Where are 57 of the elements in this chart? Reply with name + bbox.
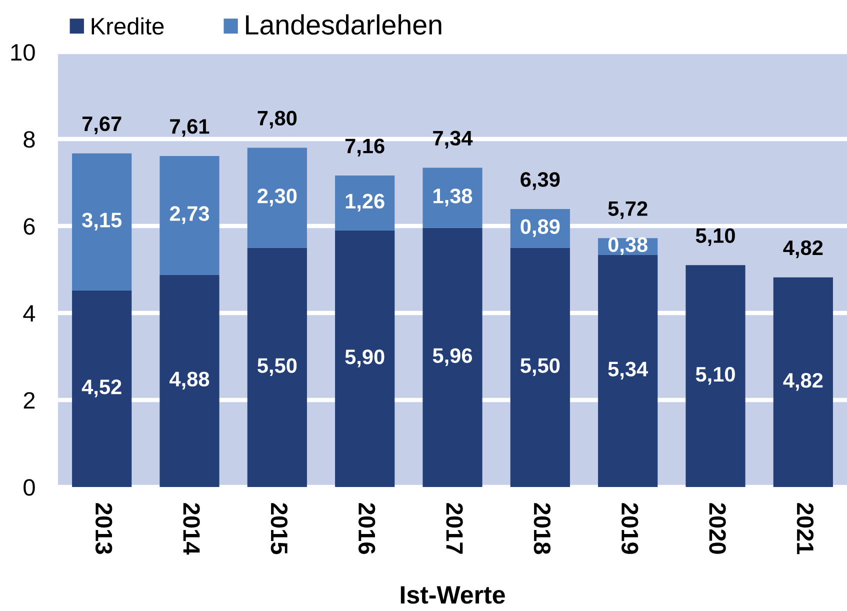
y-tick-label: 4 [23,305,36,322]
data-label: 4,88 [170,372,210,390]
y-tick-label: 0 [24,479,35,496]
data-label: 0,38 [608,237,648,256]
x-tick-label: 2017 [446,503,463,554]
total-label: 5,10 [696,228,735,246]
y-tick-label: 8 [24,131,35,148]
data-label: 5,34 [608,362,648,380]
bar [422,168,482,228]
total-label: 4,82 [783,240,823,258]
x-tick-label: 2016 [358,503,376,554]
data-label: 5,96 [432,348,472,366]
x-tick-label: 2014 [183,503,200,555]
total-label: 7,80 [258,110,297,129]
bar [686,265,746,487]
data-label: 3,15 [82,212,122,230]
data-label: 4,82 [783,373,823,391]
bar [598,254,658,487]
x-tick-label: 2021 [796,503,814,554]
data-label: 5,50 [520,358,560,376]
x-tick-label: 2020 [709,503,726,554]
bar [510,248,570,487]
data-label: 2,30 [258,188,297,206]
total-label: 7,34 [433,130,473,149]
y-tick-label: 10 [11,44,35,61]
total-label: 7,67 [82,116,122,134]
legend-label: Kredite [92,17,164,35]
total-label: 7,16 [345,138,384,156]
data-label: 5,50 [258,358,297,376]
bar [247,248,307,487]
data-label: 5,10 [696,366,735,385]
data-label: 1,26 [346,194,384,212]
bar [335,230,395,487]
bar [160,156,220,275]
data-label: 1,38 [434,188,472,206]
data-label: 5,90 [345,350,384,368]
x-tick-label: 2018 [534,503,551,554]
data-label: 4,52 [82,380,122,398]
y-tick-label: 6 [24,218,35,235]
total-label: 6,39 [520,172,560,190]
data-label: 2,73 [170,206,210,224]
bar [335,176,395,230]
bar [72,153,132,290]
legend-label: Landesdarlehen [246,14,442,35]
total-label: 5,72 [608,201,648,220]
total-label: 7,61 [170,119,210,137]
bar [72,290,132,487]
bar [247,148,307,248]
data-label: 0,89 [520,219,560,238]
x-tick-label: 2013 [95,503,112,554]
x-tick-label: 2015 [270,503,288,554]
y-tick-label: 2 [24,392,35,409]
bar [773,277,833,487]
bar [422,228,482,487]
x-tick-label: 2019 [621,503,638,554]
x-axis-title: Ist-Werte [400,586,505,604]
bar [160,274,220,487]
